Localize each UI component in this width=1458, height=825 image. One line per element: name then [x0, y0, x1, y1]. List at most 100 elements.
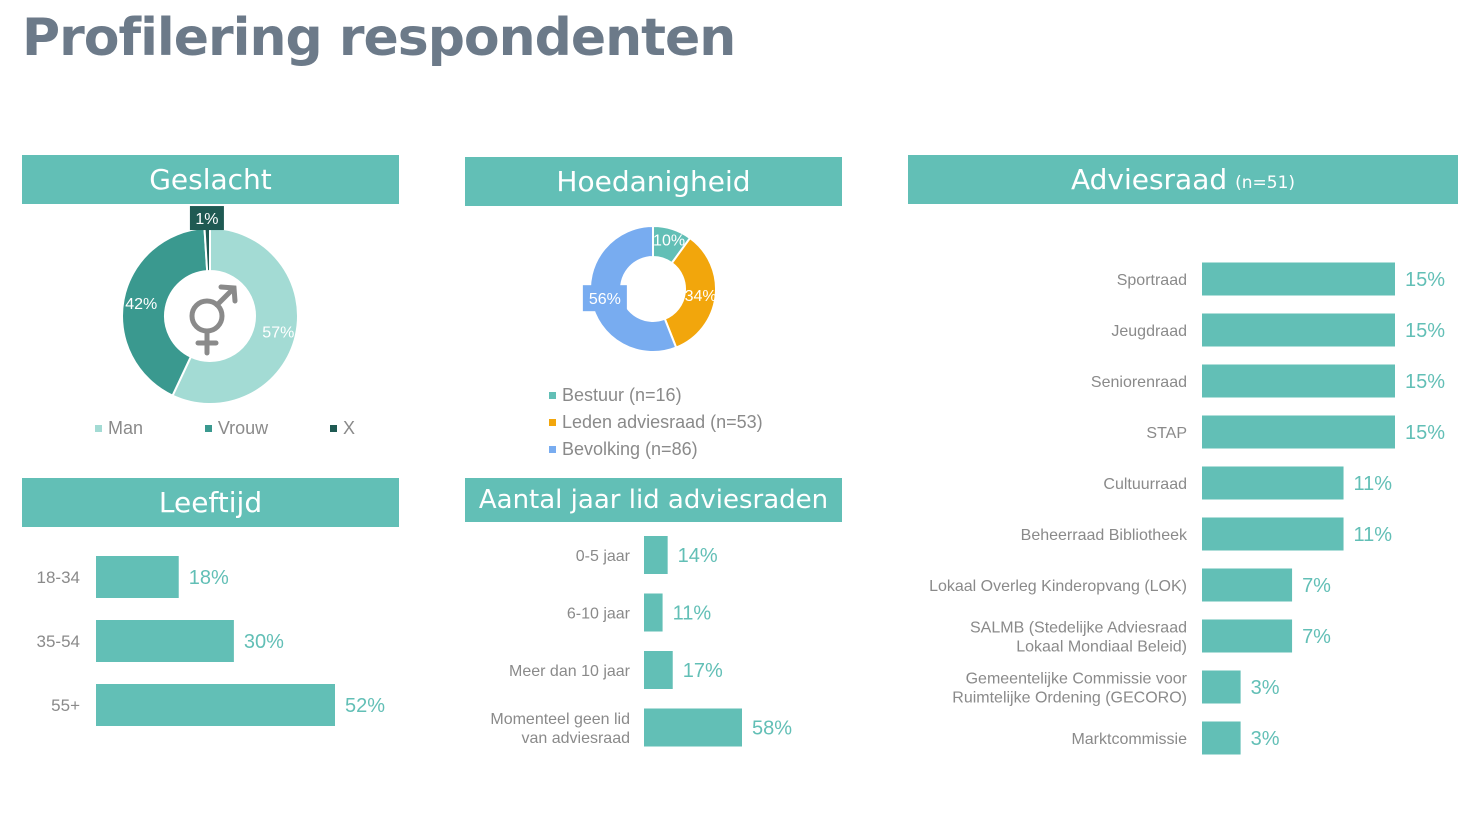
leeftijd-title: Leeftijd	[158, 486, 263, 519]
value-label-adviesraad-4: 11%	[1354, 473, 1393, 495]
slice-hoedanigheid-2	[589, 224, 678, 353]
legend-label-bevolking: Bevolking (n=86)	[562, 439, 698, 459]
geslacht-donut: 57% 42% 1%	[121, 206, 299, 405]
hoedanigheid-title: Hoedanigheid	[556, 165, 751, 198]
bar-aantal_jaar-3	[644, 708, 742, 747]
legend-label-leden: Leden adviesraad (n=53)	[562, 412, 763, 432]
value-label-aantal_jaar-1: 11%	[673, 603, 712, 625]
category-adviesraad-7: SALMB (Stedelijke Adviesraad Lokaal Mondi…	[970, 620, 1187, 656]
adviesraad-bars: Sportraad 15% Jeugdraad 15% Seniorenraad 15% S…	[929, 262, 1445, 755]
bar-aantal_jaar-1	[644, 593, 663, 632]
bar-adviesraad-8	[1202, 670, 1241, 704]
value-label-leeftijd-1: 30%	[244, 631, 284, 653]
value-label-aantal_jaar-3: 58%	[752, 718, 792, 740]
category-leeftijd-1: 35-54	[37, 632, 80, 651]
category-adviesraad-8: Gemeentelijke Commissie voor Ruimtelijke …	[952, 671, 1187, 707]
value-label-adviesraad-8: 3%	[1251, 677, 1280, 699]
label-hoedanigheid-0: 10%	[653, 233, 685, 250]
legend-item-leden: Leden adviesraad (n=53)	[549, 409, 763, 436]
bar-aantal_jaar-0	[644, 536, 668, 574]
value-label-adviesraad-0: 15%	[1405, 269, 1445, 291]
category-adviesraad-0: Sportraad	[1117, 272, 1187, 289]
category-adviesraad-3: STAP	[1146, 425, 1187, 442]
value-label-adviesraad-5: 11%	[1354, 524, 1393, 546]
bar-adviesraad-0	[1202, 262, 1395, 296]
legend-swatch-bestuur	[549, 392, 556, 399]
legend-item-bevolking: Bevolking (n=86)	[549, 436, 763, 463]
bar-adviesraad-7	[1202, 619, 1293, 653]
leeftijd-header: Leeftijd	[22, 478, 399, 527]
value-label-adviesraad-1: 15%	[1405, 320, 1445, 342]
legend-label-man: Man	[108, 418, 144, 438]
category-aantal_jaar-3: Momenteel geen lid van adviesraad	[490, 711, 630, 747]
legend-swatch-man	[95, 425, 102, 432]
category-leeftijd-2: 55+	[51, 696, 80, 715]
value-label-aantal_jaar-0: 14%	[678, 545, 718, 567]
category-adviesraad-9: Marktcommissie	[1071, 731, 1187, 748]
label-geslacht-1: 42%	[125, 296, 157, 313]
category-adviesraad-4: Cultuurraad	[1103, 476, 1187, 493]
value-label-adviesraad-7: 7%	[1302, 626, 1331, 648]
bar-aantal_jaar-2	[644, 651, 673, 689]
category-leeftijd-0: 18-34	[37, 568, 80, 587]
bar-leeftijd-1	[96, 620, 234, 662]
legend-item-x: X	[329, 418, 355, 439]
category-aantal_jaar-2: Meer dan 10 jaar	[509, 663, 631, 680]
hoedanigheid-legend: Bestuur (n=16) Leden adviesraad (n=53) B…	[549, 382, 763, 463]
slice-geslacht-0	[171, 226, 299, 405]
legend-item-man: Man	[95, 418, 143, 439]
leeftijd-bars: 18-34 18% 35-54 30% 55+ 52%	[37, 556, 385, 726]
bar-adviesraad-5	[1202, 517, 1344, 551]
value-label-adviesraad-9: 3%	[1251, 728, 1280, 750]
legend-label-bestuur: Bestuur (n=16)	[562, 385, 682, 405]
bar-adviesraad-2	[1202, 364, 1395, 398]
legend-item-bestuur: Bestuur (n=16)	[549, 382, 763, 409]
value-label-leeftijd-0: 18%	[189, 567, 229, 589]
label-geslacht-0: 57%	[262, 324, 294, 341]
bar-adviesraad-4	[1202, 466, 1344, 500]
bar-adviesraad-9	[1202, 721, 1241, 755]
aantal-jaar-bars: 0-5 jaar 14% 6-10 jaar 11% Meer dan 10 jaar 1…	[490, 536, 792, 747]
aantal-jaar-title: Aantal jaar lid adviesraden	[478, 485, 829, 515]
geslacht-header: Geslacht	[22, 155, 399, 204]
label-geslacht-2: 1%	[195, 211, 218, 228]
value-label-leeftijd-2: 52%	[345, 695, 385, 717]
bar-adviesraad-3	[1202, 415, 1395, 449]
slice-hoedanigheid-1	[663, 236, 717, 349]
value-label-adviesraad-2: 15%	[1405, 371, 1445, 393]
bar-leeftijd-2	[96, 684, 335, 726]
adviesraad-title: Adviesraad	[1070, 163, 1228, 196]
hoedanigheid-donut: 10% 34% 56%	[582, 224, 717, 353]
adviesraad-header: Adviesraad (n=51)	[908, 155, 1458, 204]
bar-adviesraad-1	[1202, 313, 1395, 347]
label-box-hoedanigheid-2	[582, 285, 627, 312]
page-title: Profilering respondenten	[22, 8, 736, 68]
legend-item-vrouw: Vrouw	[204, 418, 269, 439]
legend-swatch-vrouw	[204, 425, 212, 432]
value-label-adviesraad-3: 15%	[1405, 422, 1445, 444]
label-hoedanigheid-2: 56%	[589, 291, 621, 308]
geslacht-legend: Man Vrouw X	[95, 418, 355, 439]
category-aantal_jaar-1: 6-10 jaar	[567, 606, 631, 623]
label-hoedanigheid-1: 34%	[685, 288, 717, 305]
hoedanigheid-header: Hoedanigheid	[465, 157, 842, 206]
slice-geslacht-1	[121, 227, 209, 397]
legend-label-x: X	[342, 418, 355, 438]
value-label-aantal_jaar-2: 17%	[683, 660, 723, 682]
category-adviesraad-5: Beheerraad Bibliotheek	[1021, 527, 1188, 544]
category-adviesraad-1: Jeugdraad	[1111, 323, 1187, 340]
legend-label-vrouw: Vrouw	[217, 418, 269, 438]
legend-swatch-leden	[549, 419, 556, 426]
geslacht-title: Geslacht	[149, 163, 272, 196]
legend-swatch-x	[329, 425, 337, 432]
gender-symbol-icon	[189, 284, 238, 356]
legend-swatch-bevolking	[549, 446, 556, 453]
value-label-adviesraad-6: 7%	[1302, 575, 1331, 597]
bar-adviesraad-6	[1202, 568, 1293, 602]
category-adviesraad-2: Seniorenraad	[1091, 374, 1187, 391]
bar-leeftijd-0	[96, 556, 179, 598]
aantal-jaar-header: Aantal jaar lid adviesraden	[465, 478, 842, 522]
category-adviesraad-6: Lokaal Overleg Kinderopvang (LOK)	[929, 578, 1187, 595]
label-box-geslacht-2	[189, 206, 224, 231]
